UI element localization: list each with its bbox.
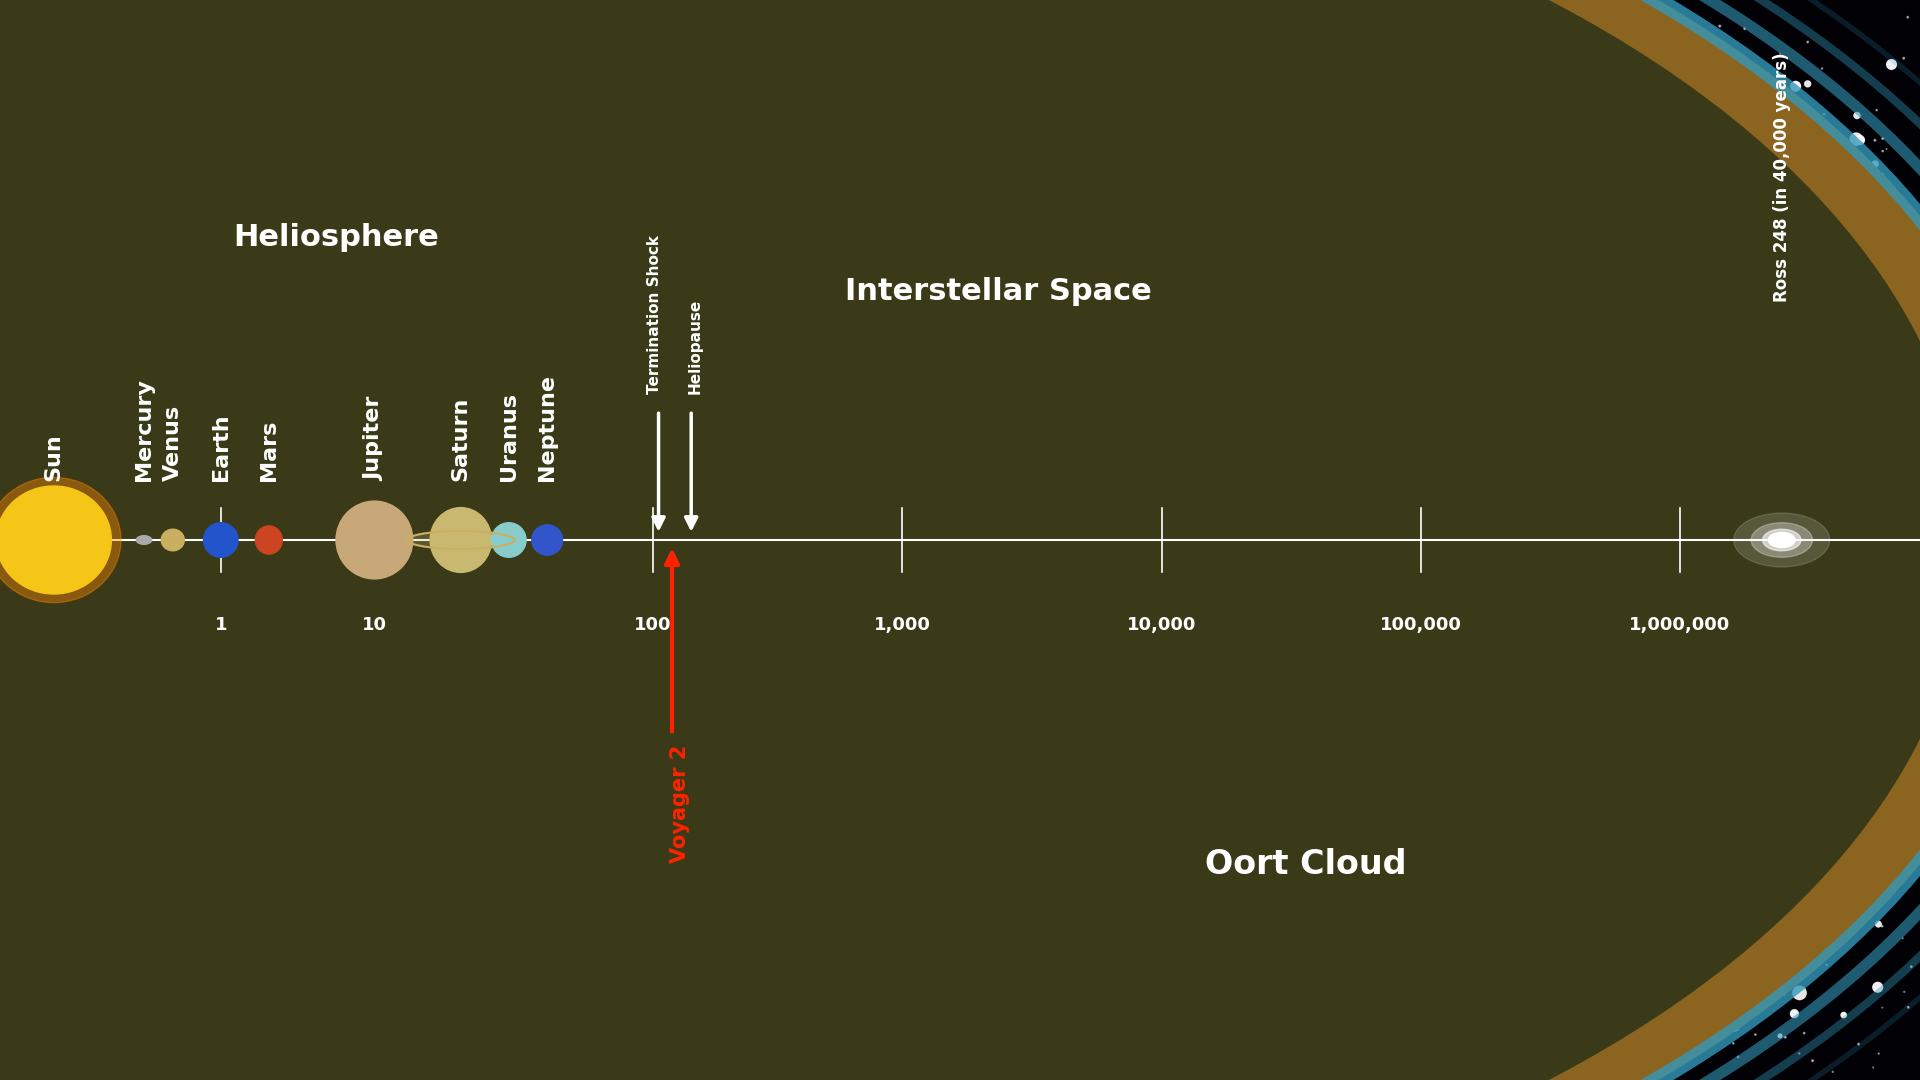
Point (1179, 292, 1210, 309)
Point (1384, 638, 1415, 656)
Point (601, 526, 632, 543)
Point (1859, 756, 1889, 773)
Point (1142, 823, 1173, 840)
Point (1311, 407, 1342, 424)
Point (1500, 135, 1530, 152)
Point (1718, 1018, 1749, 1036)
Point (1100, 280, 1131, 297)
Point (1893, 999, 1920, 1016)
Point (401, 772, 432, 789)
Point (1680, 781, 1711, 798)
Point (1701, 431, 1732, 448)
Point (1597, 777, 1628, 794)
Point (922, 160, 952, 177)
Point (1219, 174, 1250, 191)
Point (1695, 373, 1726, 390)
Point (728, 49, 758, 66)
Point (639, 441, 670, 458)
Point (1085, 275, 1116, 293)
Point (1263, 364, 1294, 381)
Point (1776, 657, 1807, 674)
Point (540, 178, 570, 195)
Point (764, 49, 795, 66)
Point (854, 690, 885, 707)
Point (12, 613, 42, 631)
Point (839, 1066, 870, 1080)
Point (1670, 386, 1701, 403)
Point (288, 1055, 319, 1072)
Point (1192, 945, 1223, 962)
Point (766, 613, 797, 631)
Point (1404, 296, 1434, 313)
Point (413, 90, 444, 107)
Point (1622, 1028, 1653, 1045)
Text: Voyager 2: Voyager 2 (670, 745, 689, 863)
Point (357, 937, 388, 955)
Point (202, 896, 232, 914)
Point (25, 548, 56, 565)
Point (1331, 60, 1361, 78)
Point (1859, 1058, 1889, 1076)
Point (737, 63, 768, 80)
Text: 1,000: 1,000 (874, 616, 931, 634)
Point (1905, 295, 1920, 312)
Point (1724, 160, 1755, 177)
Point (1791, 422, 1822, 440)
Point (924, 988, 954, 1005)
Point (1707, 921, 1738, 939)
Point (1607, 908, 1638, 926)
Point (1380, 972, 1411, 989)
Point (966, 658, 996, 675)
Point (966, 310, 996, 327)
Point (1693, 929, 1724, 946)
Point (1359, 748, 1390, 766)
Point (1740, 1026, 1770, 1043)
Point (96, 83, 127, 100)
Point (228, 515, 259, 532)
Point (1396, 396, 1427, 414)
Point (109, 945, 140, 962)
Point (1839, 395, 1870, 413)
Point (960, 964, 991, 982)
Point (1555, 793, 1586, 810)
Point (1225, 994, 1256, 1011)
Point (1415, 386, 1446, 403)
Point (31, 200, 61, 217)
Point (1246, 100, 1277, 118)
Point (1173, 973, 1204, 990)
Point (1862, 534, 1893, 551)
Point (1112, 837, 1142, 854)
Point (1668, 495, 1699, 512)
Point (1094, 510, 1125, 527)
Point (1121, 810, 1152, 827)
Point (144, 503, 175, 521)
Point (1125, 395, 1156, 413)
Point (1066, 778, 1096, 795)
Point (376, 627, 407, 645)
Point (1530, 813, 1561, 831)
Point (814, 134, 845, 151)
Point (1142, 500, 1173, 517)
Point (1590, 455, 1620, 472)
Point (745, 959, 776, 976)
Point (611, 96, 641, 113)
Point (165, 645, 196, 662)
Point (1210, 190, 1240, 207)
Point (1021, 1, 1052, 18)
Point (1452, 475, 1482, 492)
Point (1175, 718, 1206, 735)
Point (1674, 487, 1705, 504)
Point (516, 171, 547, 188)
Point (1142, 201, 1173, 218)
Point (783, 659, 814, 676)
Point (167, 701, 198, 718)
Point (881, 459, 912, 476)
Point (1786, 877, 1816, 894)
Point (1620, 350, 1651, 367)
Point (1446, 404, 1476, 421)
Point (1874, 883, 1905, 901)
Point (1016, 487, 1046, 504)
Point (1538, 675, 1569, 692)
Point (263, 366, 294, 383)
